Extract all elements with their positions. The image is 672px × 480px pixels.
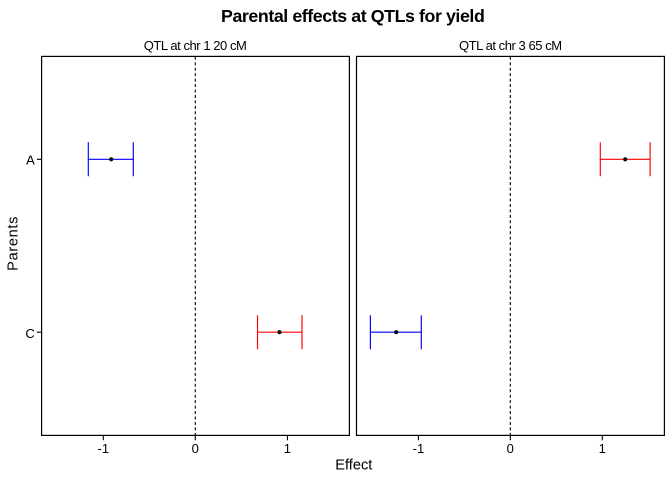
svg-text:1: 1 [599, 441, 606, 456]
svg-text:-1: -1 [413, 441, 425, 456]
svg-text:Parental effects at QTLs for y: Parental effects at QTLs for yield [221, 6, 484, 26]
svg-text:1: 1 [284, 441, 291, 456]
svg-text:Parents: Parents [5, 216, 21, 271]
svg-text:-1: -1 [98, 441, 110, 456]
svg-text:A: A [26, 153, 35, 168]
svg-text:0: 0 [507, 441, 514, 456]
svg-text:Effect: Effect [335, 457, 372, 473]
svg-text:QTL at chr 3 65 cM: QTL at chr 3 65 cM [459, 38, 562, 53]
svg-text:0: 0 [192, 441, 199, 456]
svg-text:QTL at chr 1 20 cM: QTL at chr 1 20 cM [144, 38, 247, 53]
svg-text:C: C [25, 326, 34, 341]
